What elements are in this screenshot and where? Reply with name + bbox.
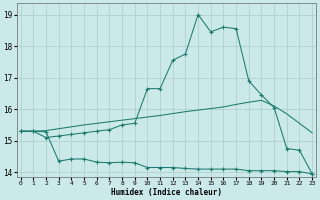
X-axis label: Humidex (Indice chaleur): Humidex (Indice chaleur) bbox=[111, 188, 222, 197]
